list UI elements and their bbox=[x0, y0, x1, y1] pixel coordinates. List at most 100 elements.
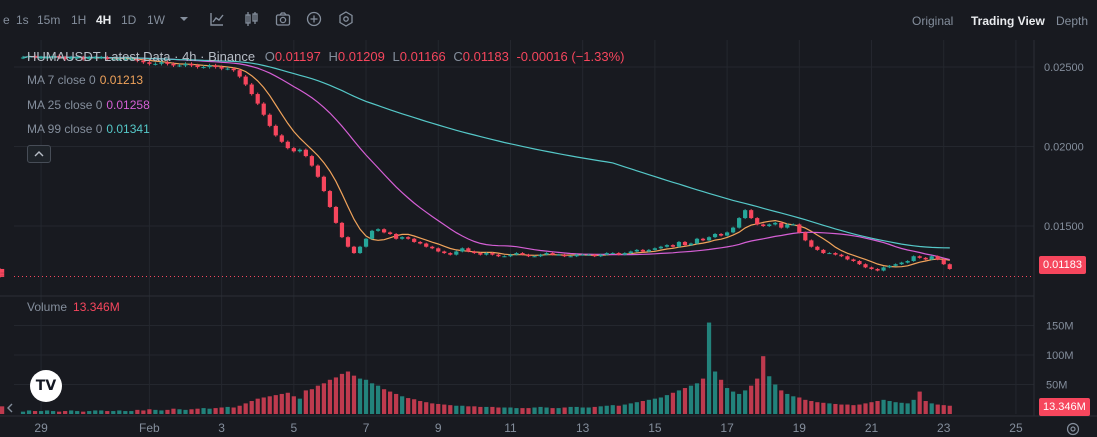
legend-collapse-button[interactable] bbox=[27, 145, 51, 163]
candle-body bbox=[117, 59, 122, 61]
camera-icon[interactable] bbox=[275, 11, 291, 27]
volume-bar bbox=[568, 406, 573, 414]
view-tab-original[interactable]: Original bbox=[912, 14, 954, 28]
candle-body bbox=[767, 224, 772, 227]
add-icon[interactable] bbox=[306, 11, 322, 27]
candle-body bbox=[183, 63, 188, 66]
timeframe-15m[interactable]: 15m bbox=[37, 13, 61, 27]
timeframe-1d[interactable]: 1D bbox=[121, 13, 137, 27]
volume-bar bbox=[652, 398, 657, 414]
candle-body bbox=[791, 224, 796, 226]
chart-toolbar: e 1s 15m 1H 4H 1D 1W Original Trading Vi… bbox=[0, 0, 1097, 40]
candle-body bbox=[875, 268, 880, 271]
x-tick-label: 21 bbox=[865, 421, 879, 435]
candle-body bbox=[466, 248, 471, 252]
volume-bar bbox=[815, 402, 820, 414]
low-label: L bbox=[392, 49, 400, 64]
view-tab-depth[interactable]: Depth bbox=[1056, 14, 1089, 28]
volume-bar bbox=[574, 406, 579, 414]
volume-bar bbox=[502, 407, 507, 414]
volume-bar bbox=[333, 377, 339, 414]
candle-body bbox=[297, 149, 302, 152]
tradingview-logo[interactable]: TV bbox=[30, 370, 62, 402]
volume-bar bbox=[442, 404, 447, 414]
symbol-label: HUMAUSDT Latest Data · 4h · Binance bbox=[27, 49, 256, 64]
view-tab-trading-view[interactable]: Trading View bbox=[971, 14, 1045, 28]
candle-body bbox=[171, 63, 176, 66]
volume-bar bbox=[454, 405, 459, 414]
timeframe-tab-partial[interactable]: e bbox=[3, 13, 10, 27]
volume-bar bbox=[694, 383, 700, 414]
volume-bar bbox=[887, 401, 892, 414]
volume-bar bbox=[123, 411, 128, 414]
volume-bar bbox=[345, 371, 351, 414]
timeframe-1s[interactable]: 1s bbox=[16, 13, 29, 27]
candle-body bbox=[773, 222, 778, 225]
scroll-left-button[interactable] bbox=[6, 403, 14, 416]
volume-bar bbox=[189, 409, 194, 414]
volume-bar bbox=[767, 376, 772, 414]
volume-bar bbox=[369, 383, 375, 414]
candle-body bbox=[345, 237, 351, 247]
candle-body bbox=[731, 227, 736, 233]
candle-body bbox=[81, 57, 86, 60]
candle-body bbox=[394, 233, 399, 239]
candle-body bbox=[676, 241, 682, 247]
timeframe-1h[interactable]: 1H bbox=[71, 13, 87, 27]
settings-icon[interactable] bbox=[338, 11, 354, 27]
volume-bar bbox=[664, 395, 670, 414]
volume-bar bbox=[550, 408, 555, 414]
chart-grid bbox=[0, 40, 1097, 417]
candle-body bbox=[207, 65, 212, 68]
volume-bar bbox=[490, 406, 495, 414]
candle-body bbox=[574, 254, 579, 257]
candle-body bbox=[424, 243, 429, 247]
candle-body bbox=[111, 59, 116, 61]
candle-body bbox=[490, 253, 495, 255]
candle-body bbox=[213, 65, 218, 68]
candle-body bbox=[935, 256, 940, 260]
candle-type-icon[interactable] bbox=[243, 11, 259, 27]
price-tick-label: 0.01500 bbox=[1044, 221, 1084, 233]
caret-down-icon[interactable] bbox=[178, 13, 190, 25]
candle-body bbox=[827, 253, 832, 255]
candle-body bbox=[737, 218, 742, 228]
candle-body bbox=[839, 254, 844, 257]
candle-body bbox=[285, 141, 290, 149]
x-tick-label: 23 bbox=[937, 421, 951, 435]
volume-bar bbox=[905, 403, 910, 414]
chart-settings-button[interactable] bbox=[1066, 422, 1080, 437]
candle-body bbox=[225, 68, 230, 70]
candle-body bbox=[911, 256, 916, 262]
volume-bar bbox=[87, 411, 92, 414]
candle-body bbox=[255, 94, 260, 104]
candle-body bbox=[923, 257, 928, 260]
candle-body bbox=[291, 148, 296, 152]
volume-bar bbox=[724, 388, 730, 414]
x-tick-label: 7 bbox=[363, 421, 370, 435]
candle-body bbox=[321, 176, 327, 192]
volume-bar bbox=[604, 405, 609, 414]
volume-bar bbox=[267, 396, 272, 414]
candle-body bbox=[273, 125, 278, 136]
candle-body bbox=[369, 230, 375, 239]
volume-bar bbox=[363, 379, 369, 414]
candle-body bbox=[532, 256, 537, 258]
change-value: -0.00016 (−1.33%) bbox=[516, 49, 625, 64]
candle-body bbox=[63, 57, 68, 60]
candle-body bbox=[893, 264, 898, 266]
close-label: C bbox=[453, 49, 463, 64]
timeframe-1w[interactable]: 1W bbox=[147, 13, 165, 27]
volume-bar bbox=[682, 388, 688, 414]
candle-body bbox=[538, 254, 543, 257]
volume-bar bbox=[514, 408, 519, 414]
timeframe-4h[interactable]: 4H bbox=[96, 13, 112, 27]
volume-bar bbox=[135, 409, 140, 414]
volume-bar bbox=[737, 393, 742, 414]
ma25-value: 0.01258 bbox=[106, 98, 150, 112]
volume-bar bbox=[351, 375, 357, 414]
volume-bar bbox=[99, 410, 104, 414]
indicators-icon[interactable] bbox=[209, 11, 225, 27]
candle-body bbox=[0, 275, 5, 277]
